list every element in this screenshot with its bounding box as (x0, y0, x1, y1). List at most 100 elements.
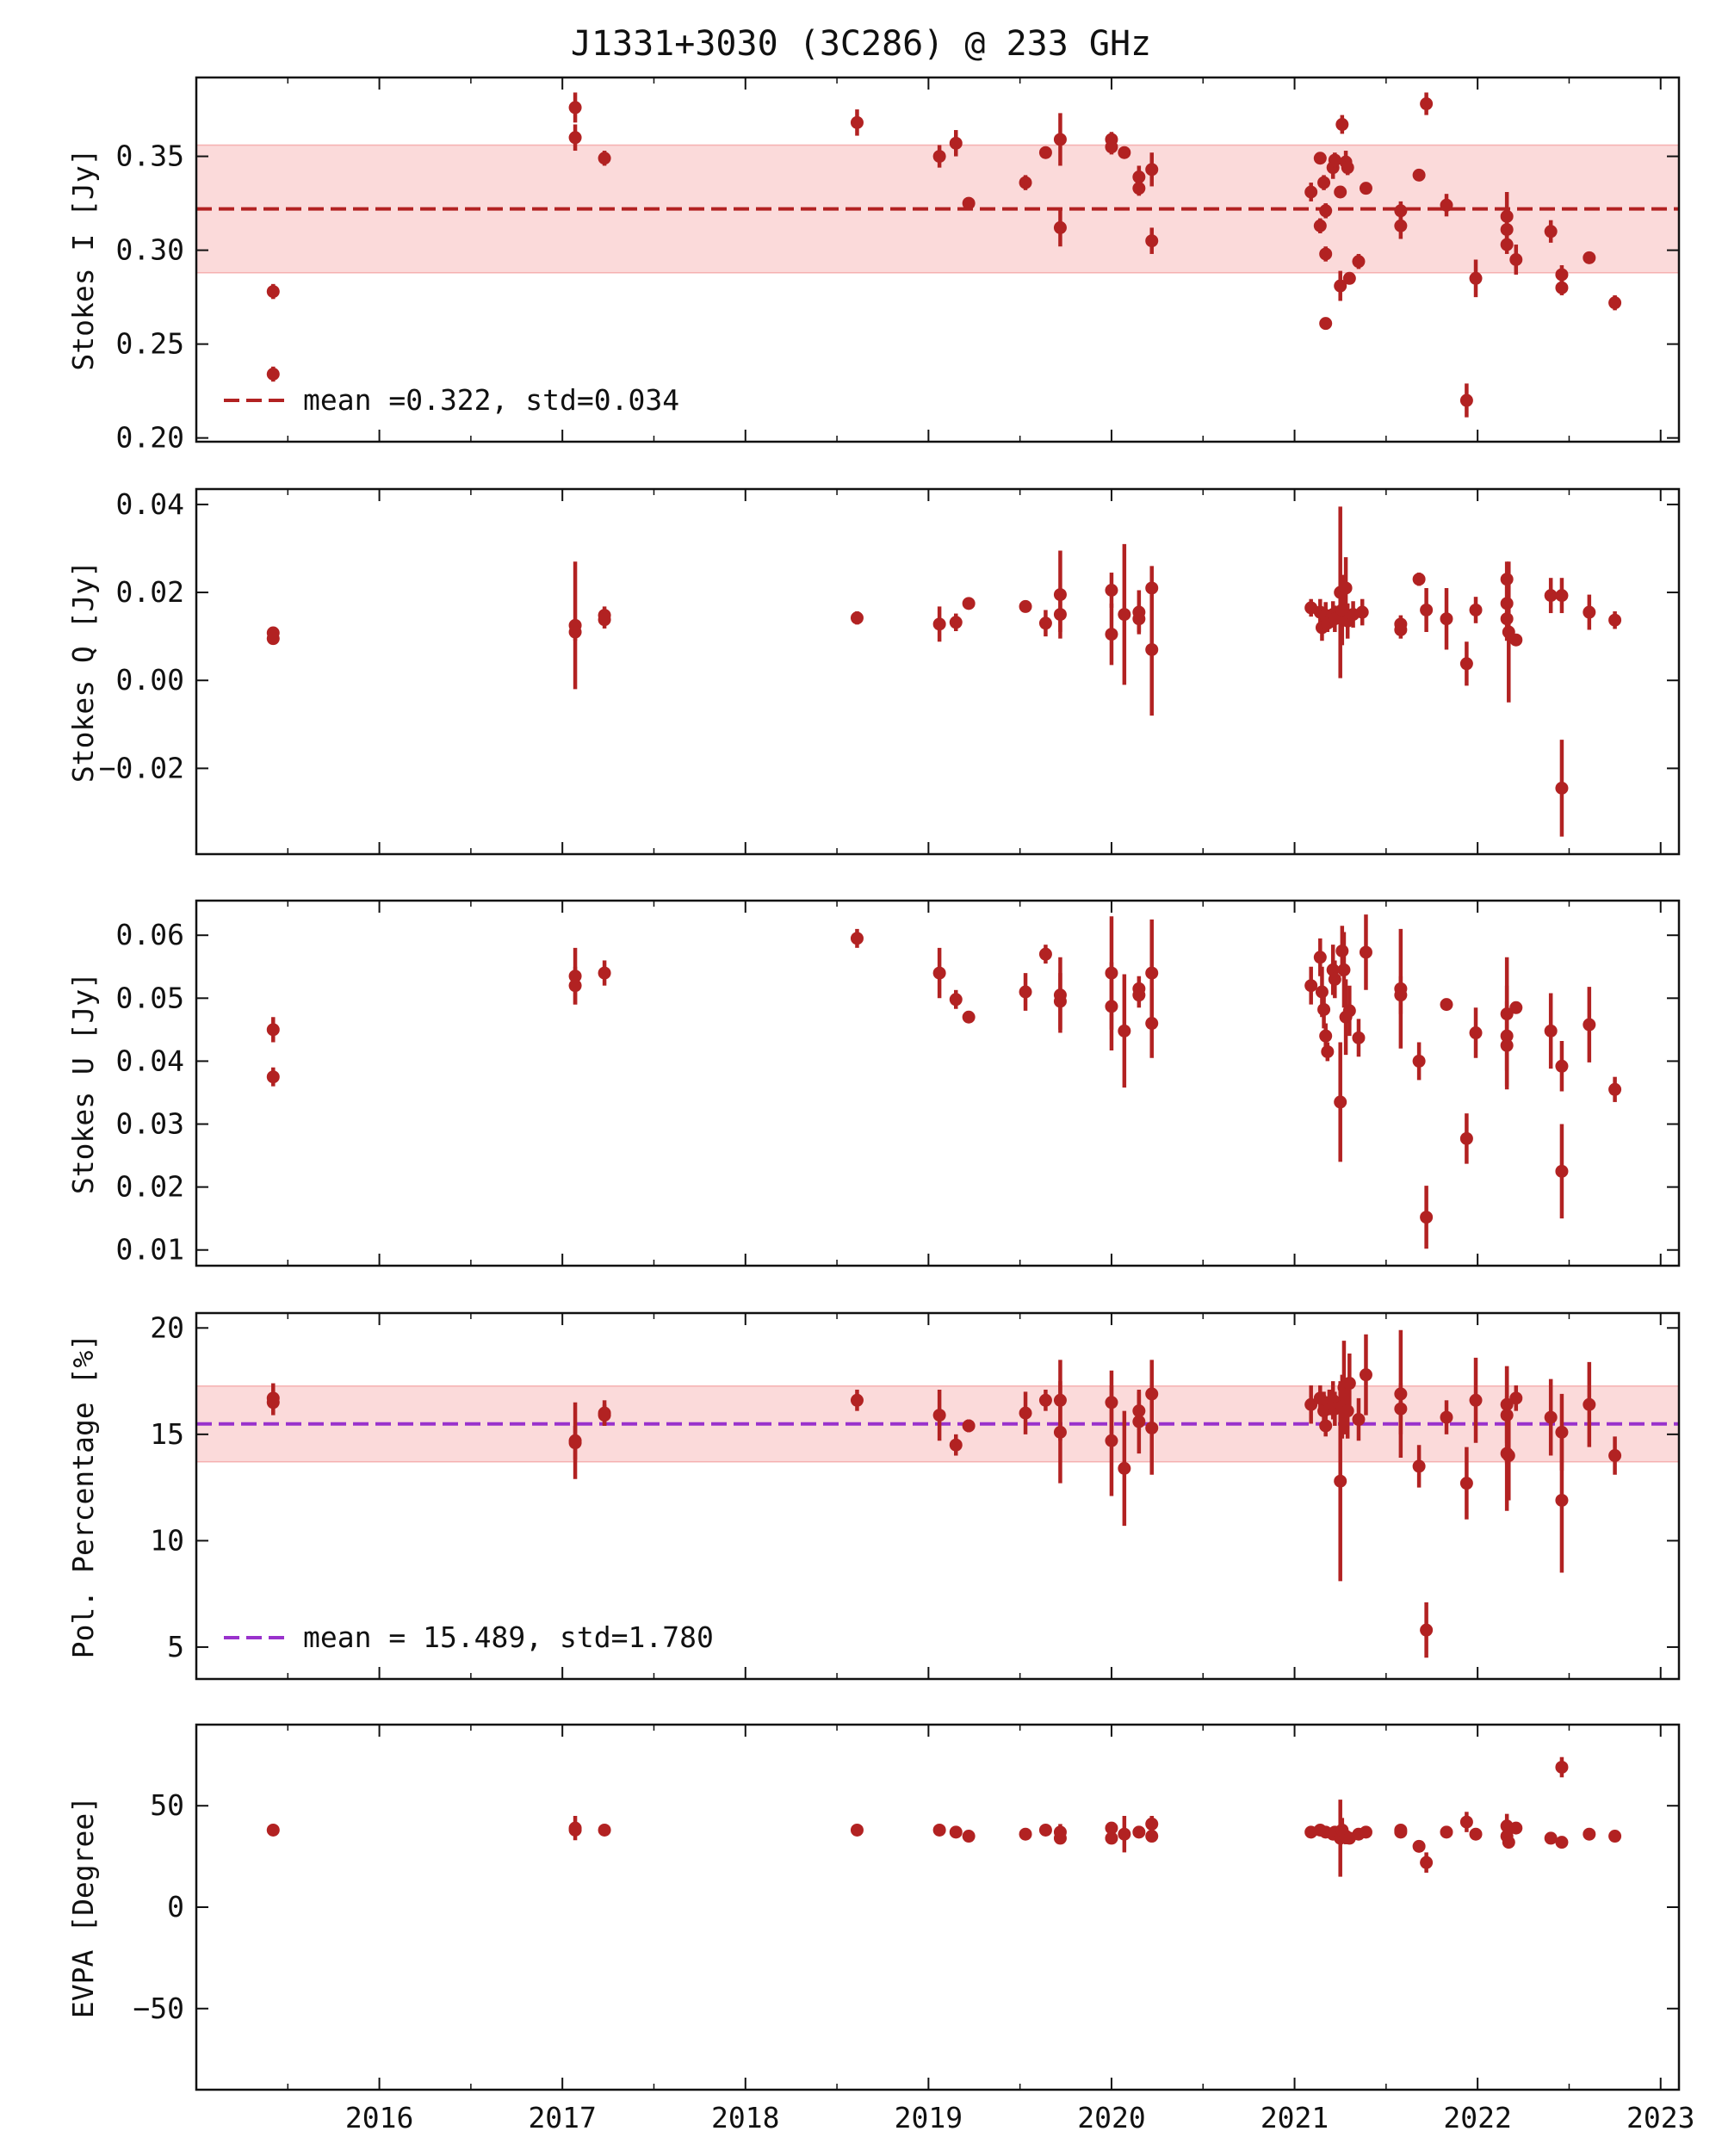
data-point (1319, 204, 1333, 218)
data-point (1544, 1024, 1558, 1038)
data-point (1359, 1368, 1372, 1382)
y-axis-label: Stokes I [Jy] (66, 148, 100, 370)
data-point (1145, 234, 1159, 248)
data-point (1304, 979, 1318, 993)
data-point (1500, 1038, 1514, 1052)
y-tick-label: 20 (150, 1310, 184, 1344)
y-tick-label: 0.02 (116, 1170, 184, 1204)
panel-plot-area (266, 914, 1622, 1249)
data-point (1459, 393, 1473, 407)
data-point (1394, 1825, 1408, 1839)
x-tick-label: 2022 (1443, 2101, 1511, 2134)
data-point (1105, 628, 1118, 641)
data-point (1339, 581, 1353, 595)
y-tick-label: 0.00 (116, 663, 184, 697)
data-point (1544, 1831, 1558, 1845)
data-point (1555, 1493, 1569, 1507)
data-point (1583, 1397, 1596, 1411)
data-point (266, 1070, 280, 1084)
data-point (1440, 1410, 1453, 1424)
data-point (568, 979, 582, 993)
data-point (1319, 247, 1333, 261)
data-point (1334, 1095, 1347, 1109)
data-point (568, 625, 582, 639)
data-point (1469, 603, 1483, 616)
data-point (1394, 623, 1408, 636)
data-point (1319, 317, 1333, 331)
data-point (1412, 1839, 1426, 1853)
data-point (568, 1436, 582, 1450)
panel-5: 2016 2017 2018 2019 2020 2021 2022 2023 −50 0 50 EV… (66, 1723, 1694, 2134)
data-point (1500, 238, 1514, 251)
data-point (850, 1393, 864, 1407)
y-tick-label: 10 (150, 1523, 184, 1557)
data-point (1555, 268, 1569, 282)
data-point (1469, 271, 1483, 285)
y-tick-label: 0.04 (116, 487, 184, 521)
data-point (1420, 603, 1434, 616)
data-point (1313, 219, 1327, 232)
data-point (949, 616, 963, 629)
data-point (1420, 1623, 1434, 1637)
data-point (1053, 994, 1067, 1008)
data-point (1469, 1827, 1483, 1841)
data-point (1053, 1425, 1067, 1439)
data-point (932, 150, 946, 164)
legend-text: mean = 15.489, std=1.780 (303, 1620, 714, 1654)
y-tick-label: 0.30 (116, 233, 184, 267)
data-point (1544, 225, 1558, 239)
legend-text: mean =0.322, std=0.034 (303, 383, 679, 417)
data-point (1608, 1830, 1622, 1843)
y-tick-label: 0.05 (116, 981, 184, 1014)
data-point (1038, 1393, 1052, 1407)
data-point (1328, 972, 1341, 986)
data-point (962, 196, 976, 210)
data-point (1394, 1402, 1408, 1416)
x-tick-label: 2021 (1261, 2101, 1329, 2134)
data-point (1335, 118, 1349, 132)
data-point (1394, 219, 1408, 232)
x-tick-label: 2019 (895, 2101, 963, 2134)
data-point (1440, 612, 1453, 626)
data-point (266, 1396, 280, 1409)
data-point (1118, 608, 1131, 622)
data-point (1038, 146, 1052, 159)
data-point (1132, 1415, 1146, 1428)
data-point (1334, 185, 1347, 199)
data-point (1440, 1825, 1453, 1839)
data-point (1319, 1419, 1333, 1433)
data-point (1352, 255, 1366, 269)
x-tick-label: 2018 (711, 2101, 779, 2134)
data-point (962, 597, 976, 610)
data-point (1394, 204, 1408, 218)
data-point (949, 1438, 963, 1452)
y-tick-label: 0.20 (116, 421, 184, 455)
data-point (949, 1825, 963, 1839)
panel-frame (195, 1723, 1681, 2091)
data-point (1145, 1421, 1159, 1434)
data-point (1334, 279, 1347, 293)
data-point (1555, 1836, 1569, 1849)
data-point (1038, 616, 1052, 630)
panel-4: 5 10 15 20 Pol. Percentage [%] mean = 15.489,… (66, 1310, 1681, 1681)
data-point (1132, 612, 1146, 626)
y-tick-label: 0.02 (116, 575, 184, 609)
data-point (850, 115, 864, 129)
data-point (1342, 1004, 1356, 1018)
x-tick-label: 2016 (345, 2101, 413, 2134)
data-point (1118, 1024, 1131, 1038)
y-tick-label: 0.01 (116, 1233, 184, 1267)
data-point (1019, 1827, 1032, 1841)
data-point (1105, 583, 1118, 597)
data-point (1304, 185, 1318, 199)
data-point (1132, 182, 1146, 195)
data-point (1132, 1825, 1146, 1839)
data-point (1555, 1760, 1569, 1774)
data-point (1500, 223, 1514, 237)
data-point (1053, 608, 1067, 622)
data-point (1342, 271, 1356, 285)
data-point (1502, 1836, 1515, 1849)
data-point (1304, 1397, 1318, 1411)
data-point (598, 613, 611, 627)
data-point (1359, 182, 1372, 195)
